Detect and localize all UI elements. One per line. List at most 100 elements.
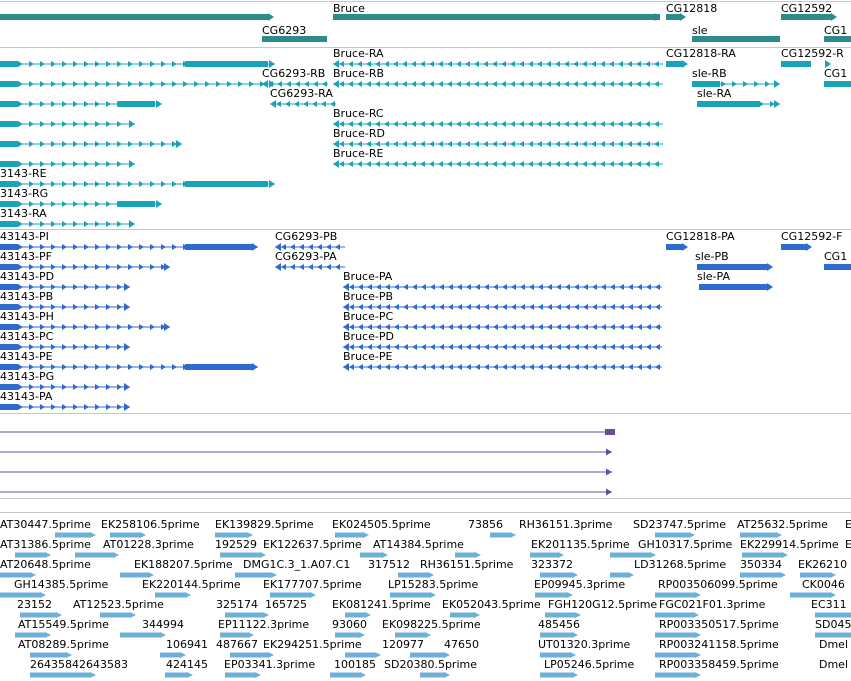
mrna-blue-exon[interactable] [29,304,34,310]
mrna-teal-exon[interactable] [95,141,100,147]
mrna-blue-exon[interactable] [697,264,767,270]
est-arrow[interactable] [56,612,62,618]
mrna-teal-exon[interactable] [465,81,470,87]
mrna-blue-exon[interactable] [592,284,597,290]
mrna-teal-exon[interactable] [62,141,67,147]
mrna-teal-exon[interactable] [139,81,144,87]
mrna-teal-exon[interactable] [366,121,371,127]
mrna-blue-exon[interactable] [29,384,34,390]
mrna-blue-exon[interactable] [529,324,534,330]
mrna-teal-exon[interactable] [456,61,461,67]
mrna-blue-exon[interactable] [376,344,381,350]
mrna-teal-exon[interactable] [62,81,67,87]
mrna-blue-exon[interactable] [556,324,561,330]
mrna-blue-exon[interactable] [349,324,354,330]
mrna-teal-arrow[interactable] [269,180,275,188]
est-arrow[interactable] [365,612,371,618]
mrna-blue-exon[interactable] [117,304,122,310]
mrna-blue-exon[interactable] [394,324,399,330]
mrna-teal-arrow[interactable] [156,100,162,108]
mrna-blue-exon[interactable] [18,244,23,250]
mrna-teal-exon[interactable] [600,121,605,127]
mrna-teal-exon[interactable] [84,81,89,87]
mrna-blue-exon[interactable] [106,384,111,390]
mrna-blue-exon[interactable] [18,344,23,350]
mrna-teal-exon[interactable] [29,221,34,227]
mrna-blue-exon[interactable] [457,304,462,310]
mrna-teal-exon[interactable] [573,121,578,127]
mrna-teal-exon[interactable] [294,101,299,107]
mrna-blue-arrow[interactable] [124,403,130,411]
mrna-blue-exon[interactable] [430,364,435,370]
mrna-blue-exon[interactable] [62,304,67,310]
mrna-teal-cds[interactable] [185,181,268,187]
mrna-blue-exon[interactable] [62,384,67,390]
mrna-blue-exon[interactable] [601,304,606,310]
mrna-blue-exon[interactable] [475,304,480,310]
mrna-blue-exon[interactable] [18,324,23,330]
mrna-teal-exon[interactable] [375,121,380,127]
mrna-teal-exon[interactable] [447,121,452,127]
est-feature[interactable] [655,612,693,618]
mrna-teal-exon[interactable] [73,201,78,207]
mrna-blue-exon[interactable] [637,284,642,290]
mrna-teal-exon[interactable] [537,141,542,147]
mrna-blue-exon[interactable] [475,324,480,330]
est-arrow[interactable] [255,672,261,678]
mrna-teal-exon[interactable] [456,81,461,87]
mrna-blue-exon[interactable] [619,324,624,330]
mrna-blue-exon[interactable] [326,264,331,270]
mrna-teal-exon[interactable] [411,161,416,167]
mrna-blue-exon[interactable] [385,364,390,370]
mrna-blue-exon[interactable] [601,284,606,290]
est-arrow[interactable] [310,592,316,598]
mrna-blue-exon[interactable] [556,284,561,290]
est-arrow[interactable] [180,652,186,658]
mrna-blue-exon[interactable] [73,364,78,370]
mrna-blue-exon[interactable] [538,304,543,310]
mrna-teal-exon[interactable] [609,141,614,147]
mrna-blue-exon[interactable] [484,364,489,370]
mrna-blue-exon[interactable] [511,344,516,350]
mrna-teal-exon[interactable] [40,141,45,147]
est-feature[interactable] [55,532,90,538]
mrna-blue-exon[interactable] [84,324,89,330]
mrna-teal-exon[interactable] [18,201,23,207]
mrna-teal-exon[interactable] [227,81,232,87]
mrna-blue-exon[interactable] [161,364,166,370]
mrna-blue-exon[interactable] [358,284,363,290]
mrna-blue-exon[interactable] [95,264,100,270]
mrna-blue-exon[interactable] [29,244,34,250]
mrna-teal-exon[interactable] [636,161,641,167]
mrna-teal-exon[interactable] [84,201,89,207]
mrna-teal-exon[interactable] [183,81,188,87]
est-feature[interactable] [800,572,830,578]
mrna-teal-exon[interactable] [402,121,407,127]
gene-arrow[interactable] [654,13,660,21]
est-feature[interactable] [30,652,66,658]
mrna-blue-arrow[interactable] [806,243,812,251]
mrna-blue-exon[interactable] [466,344,471,350]
mrna-teal-exon[interactable] [618,61,623,67]
est-feature[interactable] [545,612,575,618]
mrna-teal-exon[interactable] [268,81,273,87]
gene-span[interactable] [666,14,680,20]
est-arrow[interactable] [375,652,381,658]
mrna-teal-exon[interactable] [73,101,78,107]
mrna-blue-exon[interactable] [161,264,166,270]
mrna-teal-exon[interactable] [573,81,578,87]
mrna-teal-exon[interactable] [18,61,23,67]
mrna-blue-arrow[interactable] [124,303,130,311]
mrna-blue-exon[interactable] [106,264,111,270]
mrna-blue-exon[interactable] [421,284,426,290]
mrna-teal-exon[interactable] [411,61,416,67]
mrna-teal-arrow[interactable] [269,60,275,68]
mrna-teal-exon[interactable] [339,141,344,147]
est-arrow[interactable] [363,532,369,538]
est-feature[interactable] [655,672,695,678]
mrna-blue-exon[interactable] [628,324,633,330]
est-feature[interactable] [740,572,780,578]
est-arrow[interactable] [695,632,701,638]
mrna-blue-exon[interactable] [520,284,525,290]
mrna-blue-exon[interactable] [18,384,23,390]
